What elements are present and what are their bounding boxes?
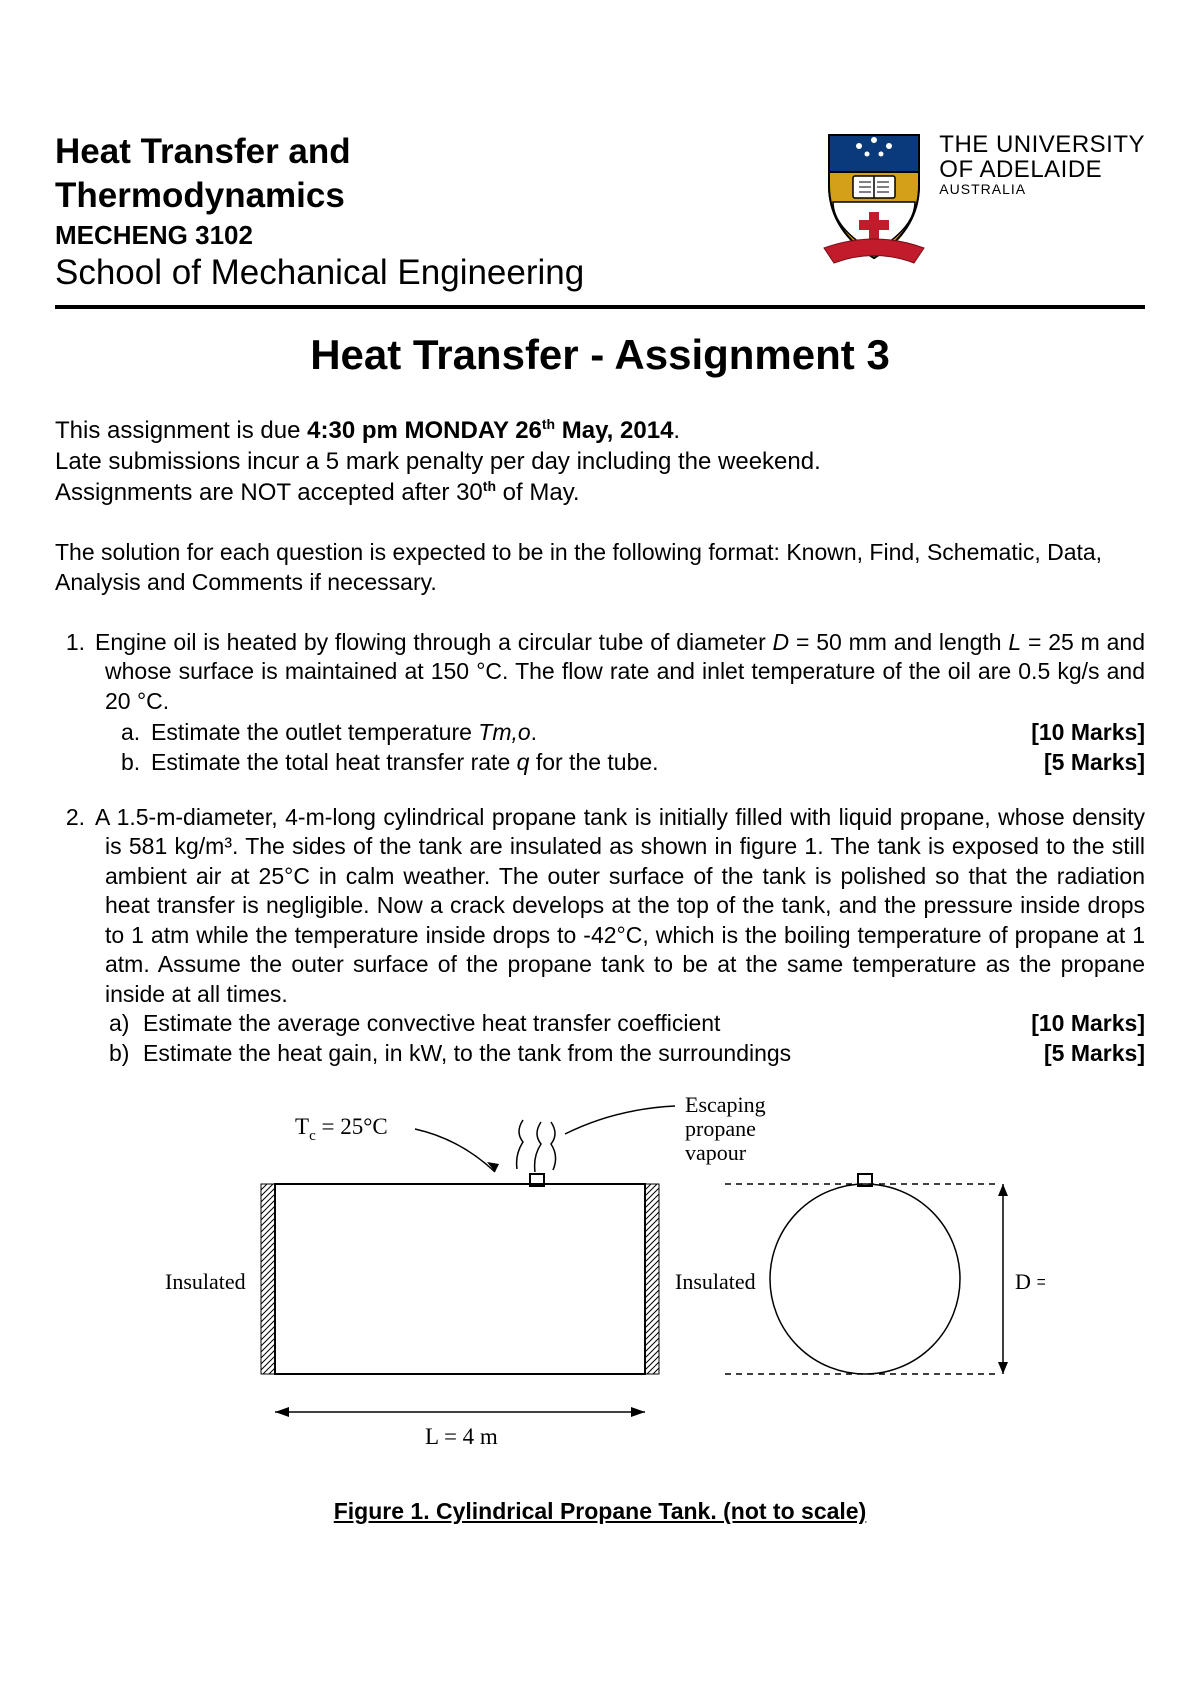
- due-period: .: [673, 417, 680, 444]
- q2b-marks: [5 Marks]: [1004, 1039, 1145, 1068]
- q2b-text: Estimate the heat gain, in kW, to the ta…: [143, 1039, 1004, 1068]
- q1-L: L: [1008, 629, 1021, 655]
- due-prefix: This assignment is due: [55, 417, 307, 444]
- q2a-letter: a): [109, 1009, 143, 1038]
- uni-line2: OF ADELAIDE: [939, 157, 1145, 182]
- q1a-Tmo: Tm,o: [478, 719, 530, 745]
- svg-text:D = 1.5 m: D = 1.5 m: [1015, 1269, 1045, 1294]
- svg-text:Insulated: Insulated: [675, 1269, 756, 1294]
- q1-part-b: b. Estimate the total heat transfer rate…: [151, 748, 1145, 777]
- q1b-letter: b.: [121, 748, 151, 777]
- tank-diagram-icon: Tc = 25°C Escaping propane vapour Insula…: [165, 1094, 1045, 1494]
- q2a-marks: [10 Marks]: [991, 1009, 1145, 1038]
- course-block: Heat Transfer and Thermodynamics MECHENG…: [55, 130, 819, 293]
- q1a-text-2: .: [531, 719, 537, 745]
- q2-part-a: a) Estimate the average convective heat …: [109, 1009, 1145, 1038]
- format-instructions: The solution for each question is expect…: [55, 538, 1145, 598]
- due-time: 4:30 pm MONDAY 26: [307, 417, 542, 444]
- q1b-q: q: [517, 749, 530, 775]
- q2-number: 2.: [63, 803, 95, 832]
- q1-text-b: = 50 mm and length: [789, 629, 1008, 655]
- svg-text:vapour: vapour: [685, 1140, 747, 1165]
- q1-part-a: a. Estimate the outlet temperature Tm,o.…: [151, 718, 1145, 747]
- q1b-text-1: Estimate the total heat transfer rate: [151, 749, 517, 775]
- university-name: THE UNIVERSITY OF ADELAIDE AUSTRALIA: [939, 130, 1145, 197]
- q2-text: A 1.5-m-diameter, 4-m-long cylindrical p…: [95, 804, 1145, 1007]
- course-title-line2: Thermodynamics: [55, 174, 819, 218]
- due-cutoff-b: of May.: [496, 479, 580, 506]
- q1b-marks: [5 Marks]: [1004, 748, 1145, 777]
- course-code: MECHENG 3102: [55, 220, 819, 251]
- due-suffix: May, 2014: [555, 417, 673, 444]
- due-cutoff-a: Assignments are NOT accepted after 30: [55, 479, 483, 506]
- svg-text:Tc = 25°C: Tc = 25°C: [295, 1114, 388, 1144]
- horizontal-rule: [55, 305, 1145, 309]
- university-crest-icon: [819, 130, 929, 270]
- q1a-text-1: Estimate the outlet temperature: [151, 719, 478, 745]
- svg-text:propane: propane: [685, 1116, 756, 1141]
- q1a-letter: a.: [121, 718, 151, 747]
- school-name: School of Mechanical Engineering: [55, 253, 819, 293]
- q1b-text-2: for the tube.: [529, 749, 658, 775]
- due-block: This assignment is due 4:30 pm MONDAY 26…: [55, 415, 1145, 509]
- svg-text:L = 4 m: L = 4 m: [425, 1424, 498, 1449]
- figure-1: Tc = 25°C Escaping propane vapour Insula…: [165, 1094, 1045, 1494]
- q1a-marks: [10 Marks]: [991, 718, 1145, 747]
- svg-text:Insulated: Insulated: [165, 1269, 246, 1294]
- uni-line3: AUSTRALIA: [939, 182, 1145, 197]
- uni-line1: THE UNIVERSITY: [939, 132, 1145, 157]
- university-block: THE UNIVERSITY OF ADELAIDE AUSTRALIA: [819, 130, 1145, 270]
- question-1: 1.Engine oil is heated by flowing throug…: [105, 628, 1145, 777]
- q2a-text: Estimate the average convective heat tra…: [143, 1009, 991, 1038]
- svg-text:Escaping: Escaping: [685, 1094, 766, 1117]
- course-title-line1: Heat Transfer and: [55, 130, 819, 174]
- question-2: 2.A 1.5-m-diameter, 4-m-long cylindrical…: [105, 803, 1145, 1068]
- due-th: th: [542, 416, 555, 432]
- q1-D: D: [773, 629, 790, 655]
- due-cutoff-th: th: [483, 478, 496, 494]
- q1-text-a: Engine oil is heated by flowing through …: [95, 629, 773, 655]
- due-penalty: Late submissions incur a 5 mark penalty …: [55, 446, 1145, 477]
- assignment-title: Heat Transfer - Assignment 3: [55, 331, 1145, 379]
- q2-part-b: b) Estimate the heat gain, in kW, to the…: [109, 1039, 1145, 1068]
- figure-caption: Figure 1. Cylindrical Propane Tank. (not…: [55, 1498, 1145, 1525]
- document-header: Heat Transfer and Thermodynamics MECHENG…: [55, 130, 1145, 293]
- q1-number: 1.: [63, 628, 95, 657]
- q2b-letter: b): [109, 1039, 143, 1068]
- questions-list: 1.Engine oil is heated by flowing throug…: [55, 628, 1145, 1068]
